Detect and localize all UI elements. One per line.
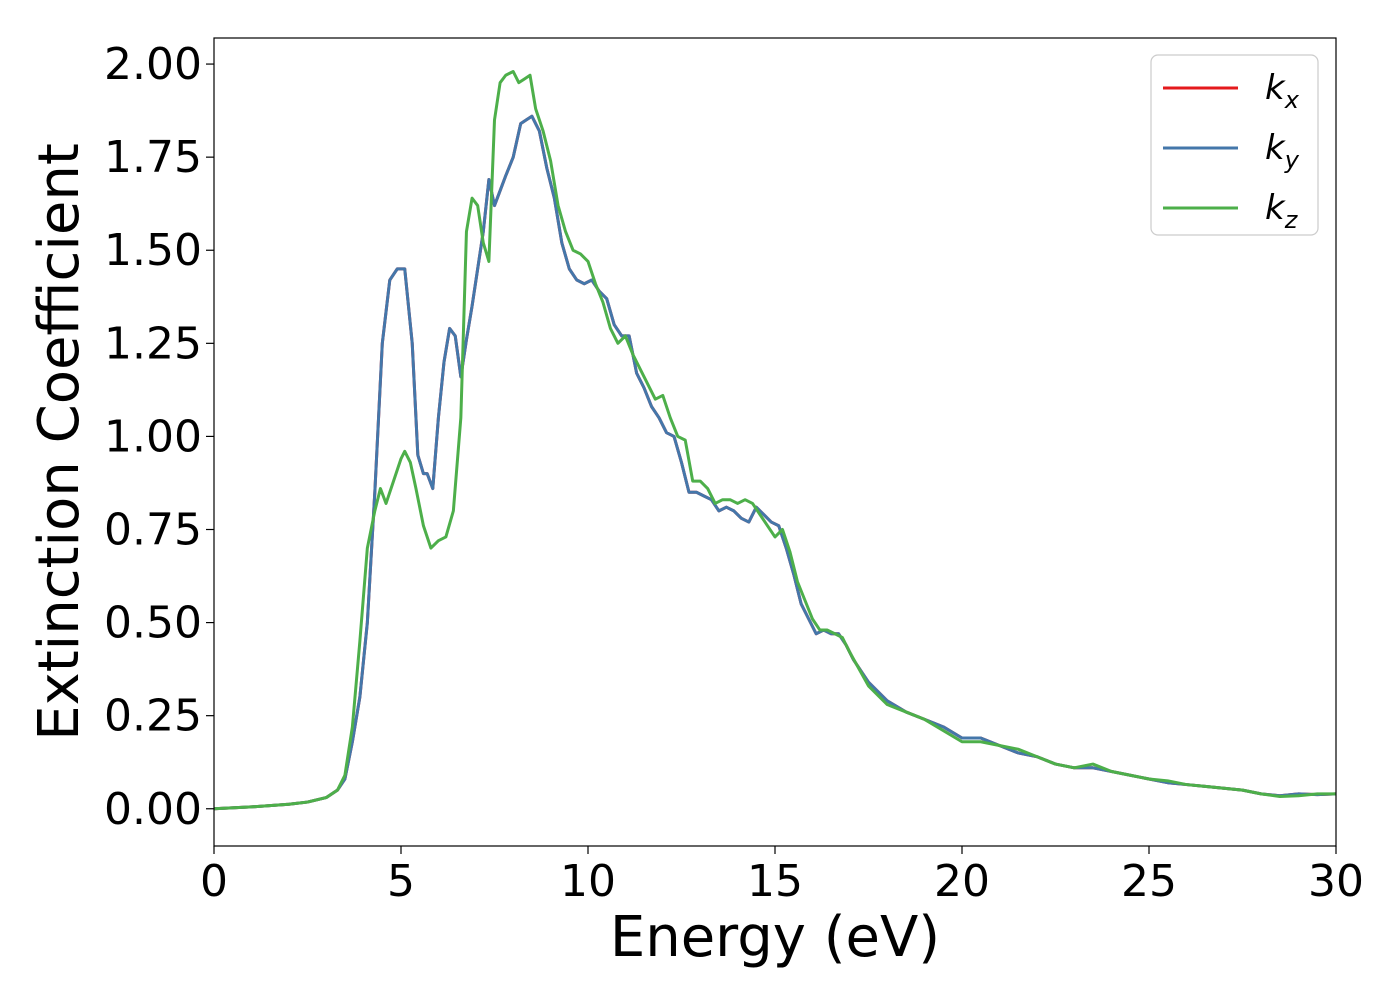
y-tick-label: 0.50 xyxy=(104,598,202,649)
legend-label-ky: ky xyxy=(1265,128,1300,174)
y-tick-label: 0.00 xyxy=(104,784,202,835)
x-tick-label: 15 xyxy=(747,856,803,907)
series-line-kz xyxy=(213,70,1336,811)
x-axis-label: Energy (eV) xyxy=(610,905,940,970)
y-tick-label: 1.75 xyxy=(104,132,202,183)
x-axis-ticks: 0 5 10 15 20 25 30 xyxy=(200,846,1364,907)
legend-box xyxy=(1150,54,1319,236)
y-axis-ticks: 0.00 0.25 0.50 0.75 1.00 1.25 1.50 1.75 2.00 xyxy=(104,39,214,835)
y-tick-label: 0.75 xyxy=(104,505,202,556)
legend-label-kx: kx xyxy=(1265,68,1300,114)
y-tick-label: 0.25 xyxy=(104,691,202,742)
x-tick-label: 5 xyxy=(387,856,415,907)
y-tick-label: 2.00 xyxy=(104,39,202,90)
series-line-ky xyxy=(213,114,1337,811)
series-layer xyxy=(213,70,1337,811)
legend-label-kz: kz xyxy=(1265,188,1299,234)
y-tick-label: 1.50 xyxy=(104,225,202,276)
y-axis-label: Extinction Coefficient xyxy=(27,143,92,741)
x-tick-label: 25 xyxy=(1121,856,1177,907)
legend: kx ky kz xyxy=(1150,54,1319,236)
x-tick-label: 10 xyxy=(560,856,616,907)
x-tick-label: 0 xyxy=(200,856,228,907)
y-tick-label: 1.25 xyxy=(104,318,202,369)
y-tick-label: 1.00 xyxy=(104,411,202,462)
x-tick-label: 30 xyxy=(1308,856,1364,907)
x-tick-label: 20 xyxy=(934,856,990,907)
